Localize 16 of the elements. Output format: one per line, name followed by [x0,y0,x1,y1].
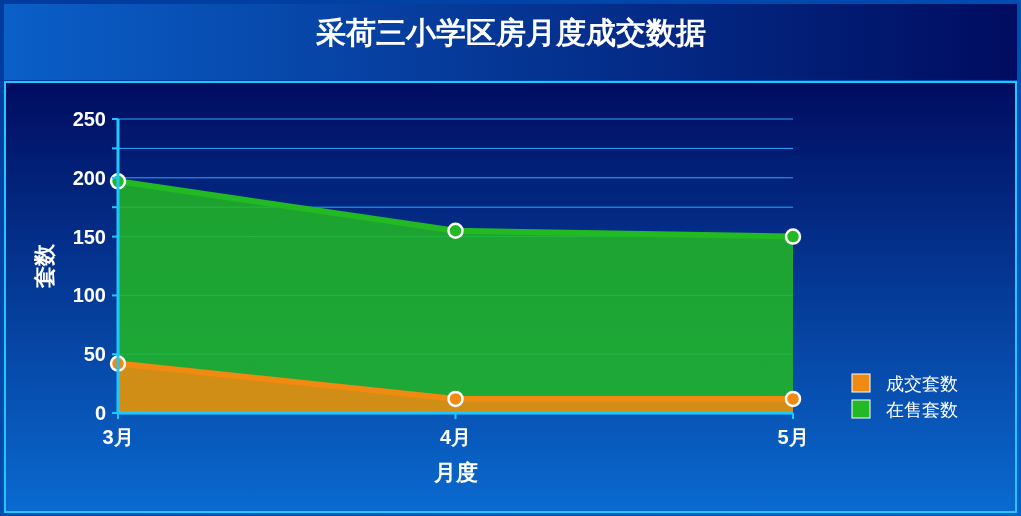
x-tick-label: 5月 [777,426,809,448]
y-axis-title: 套数 [32,243,57,289]
y-tick-label: 50 [83,343,106,366]
y-tick-label: 100 [72,284,106,307]
y-tick-label: 0 [94,402,106,424]
chart-title: 采荷三小学区房月度成交数据 [314,16,706,49]
x-tick-label: 4月 [439,426,472,448]
legend-label: 成交套数 [886,374,958,394]
point [784,390,802,408]
y-tick-label: 150 [72,225,106,248]
x-axis-title: 月度 [432,460,478,485]
x-tick-label: 3月 [102,426,134,448]
point [447,390,464,408]
y-tick-label: 250 [72,108,106,130]
y-tick-label: 200 [72,166,106,189]
legend-label: 在售套数 [886,400,958,420]
